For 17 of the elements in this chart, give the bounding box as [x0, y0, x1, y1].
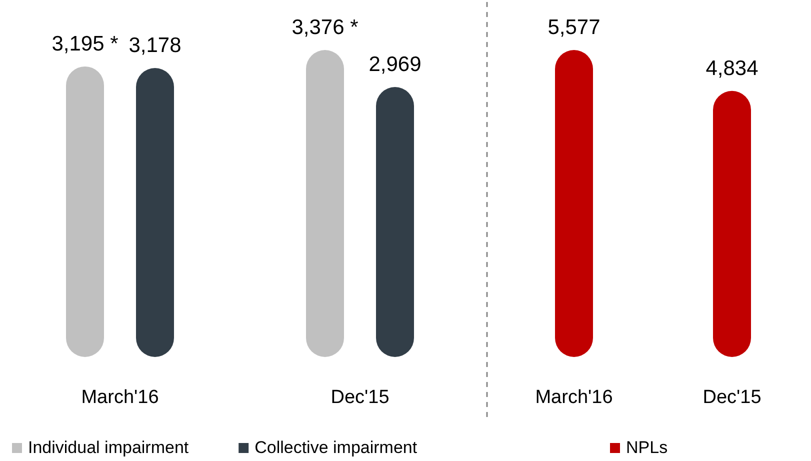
- x-tick-label: Dec'15: [702, 387, 762, 408]
- bar: [66, 66, 104, 357]
- x-tick-label: March'16: [535, 387, 613, 408]
- data-label: 3,178: [128, 34, 182, 58]
- data-label: 5,577: [548, 16, 600, 39]
- data-label: 3,195 *: [52, 32, 118, 56]
- bar: [136, 68, 174, 357]
- data-label: 2,969: [368, 53, 422, 76]
- bar: [306, 50, 344, 357]
- legend-label: NPLs: [626, 438, 668, 457]
- legend-label: Individual impairment: [28, 438, 189, 457]
- data-label: 3,376 *: [292, 16, 358, 39]
- x-tick-label: Dec'15: [330, 387, 390, 408]
- x-tick-label: March'16: [81, 387, 159, 408]
- legend-label: Collective impairment: [254, 438, 418, 457]
- data-label: 4,834: [706, 56, 759, 80]
- bar: [376, 87, 414, 357]
